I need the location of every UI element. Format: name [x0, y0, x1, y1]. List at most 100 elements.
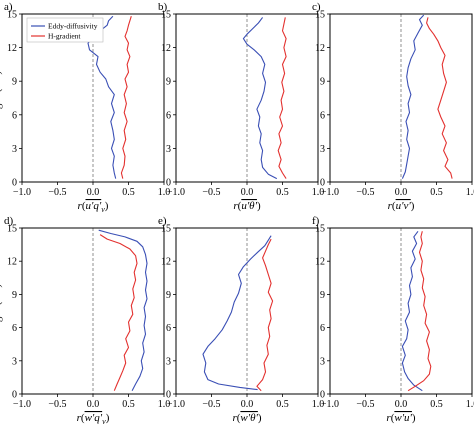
legend-label-h-gradient: H-gradient	[48, 32, 81, 41]
y-tick-label: 0	[166, 390, 171, 401]
y-tick-label: 12	[7, 257, 17, 268]
y-tick-label: 6	[166, 323, 171, 334]
y-tick-label: 0	[12, 178, 17, 189]
chart-panel-f: −1.0−0.50.00.51.003691215f)r(w'u')	[312, 215, 474, 424]
y-axis-label: Height (km)	[0, 284, 3, 338]
x-tick-label: 0.5	[430, 187, 443, 198]
x-axis-label: r(w'q'v)	[77, 412, 110, 424]
x-tick-label: 0.0	[395, 187, 408, 198]
x-tick-label: −1.0	[321, 399, 339, 410]
y-tick-label: 12	[315, 257, 325, 268]
y-tick-label: 0	[320, 178, 325, 189]
panel-letter: c)	[312, 1, 321, 13]
y-tick-label: 6	[12, 323, 17, 334]
x-tick-label: 0.5	[430, 399, 443, 410]
y-tick-label: 3	[12, 144, 17, 155]
y-tick-label: 3	[12, 356, 17, 367]
y-tick-label: 0	[12, 390, 17, 401]
panel-letter: b)	[158, 1, 168, 13]
series-line-h-gradient	[120, 16, 132, 179]
y-tick-label: 6	[166, 110, 171, 121]
y-tick-label: 9	[12, 77, 17, 88]
y-tick-label: 3	[166, 356, 171, 367]
x-tick-label: 0.5	[276, 187, 289, 198]
y-tick-label: 6	[12, 110, 17, 121]
y-tick-label: 9	[12, 290, 17, 301]
x-tick-label: 0.0	[87, 399, 100, 410]
y-tick-label: 15	[7, 10, 17, 21]
x-tick-label: 0.5	[122, 399, 135, 410]
x-axis-label: r(w'u')	[386, 412, 416, 424]
series-line-eddy-diffusivity	[202, 235, 272, 391]
x-tick-label: −1.0	[321, 187, 339, 198]
x-tick-label: 0.0	[241, 399, 254, 410]
series-line-h-gradient	[407, 231, 432, 392]
series-line-eddy-diffusivity	[98, 229, 148, 391]
y-tick-label: 0	[320, 390, 325, 401]
x-tick-label: 1.0	[466, 399, 474, 410]
x-tick-label: −0.5	[202, 399, 220, 410]
x-tick-label: −0.5	[356, 399, 374, 410]
x-tick-label: 0.5	[122, 187, 135, 198]
x-tick-label: 0.0	[87, 187, 100, 198]
x-tick-label: −0.5	[202, 187, 220, 198]
y-tick-label: 12	[7, 43, 17, 54]
chart-panel-a: −1.0 −0.5 0.0 0.5 1.003691215a)r(u'q'v)Heigh…	[0, 1, 170, 214]
panel-letter: e)	[158, 215, 167, 227]
y-tick-label: 12	[161, 43, 171, 54]
y-tick-label: 9	[320, 77, 325, 88]
chart-panel-c: −1.0−0.50.00.51.003691215c)r(u'v')	[312, 1, 474, 212]
x-tick-label: −0.5	[356, 187, 374, 198]
y-tick-label: 12	[315, 43, 325, 54]
y-tick-label: 12	[161, 257, 171, 268]
legend-box	[26, 17, 104, 43]
y-tick-label: 15	[7, 224, 17, 235]
y-tick-label: 0	[166, 178, 171, 189]
x-axis-label: r(u'θ')	[233, 200, 261, 212]
x-axis-label: r(u'v')	[388, 200, 415, 212]
y-tick-label: 15	[315, 10, 325, 21]
x-axis-label: r(w'θ')	[232, 412, 261, 424]
x-axis-label: r(u'q'v)	[78, 200, 109, 214]
x-tick-label: −1.0	[167, 187, 185, 198]
y-tick-label: 9	[166, 290, 171, 301]
x-tick-label: −1.0	[13, 399, 31, 410]
series-line-eddy-diffusivity	[242, 17, 278, 180]
x-tick-label: 0.0	[395, 399, 408, 410]
series-line-eddy-diffusivity	[401, 14, 425, 179]
x-tick-label: 0.5	[276, 399, 289, 410]
y-tick-label: 15	[161, 224, 171, 235]
x-tick-label: 0.0	[241, 187, 254, 198]
series-line-eddy-diffusivity	[401, 230, 423, 392]
panel-letter: a)	[4, 1, 13, 13]
x-tick-label: −0.5	[48, 399, 66, 410]
y-tick-label: 15	[315, 224, 325, 235]
x-tick-label: 1.0	[312, 399, 325, 410]
y-tick-label: 9	[320, 290, 325, 301]
x-tick-label: −0.5	[48, 187, 66, 198]
y-tick-label: 3	[320, 144, 325, 155]
series-line-h-gradient	[256, 238, 274, 392]
series-line-h-gradient	[99, 234, 138, 391]
x-tick-label: 1.0	[312, 187, 325, 198]
series-line-h-gradient	[277, 17, 287, 179]
y-tick-label: 9	[166, 77, 171, 88]
y-tick-label: 6	[320, 323, 325, 334]
panel-letter: f)	[312, 215, 320, 227]
y-tick-label: 15	[161, 10, 171, 21]
y-tick-label: 3	[320, 356, 325, 367]
x-tick-label: 1.0	[466, 187, 474, 198]
panel-letter: d)	[4, 215, 14, 227]
chart-panel-d: −1.0 −0.5 0.0 0.5 1.003691215d)r(w'q'v)Heigh…	[0, 215, 170, 424]
x-tick-label: −1.0	[13, 187, 31, 198]
y-tick-label: 3	[166, 144, 171, 155]
x-tick-label: 1.0	[158, 399, 171, 410]
x-tick-label: 1.0	[158, 187, 171, 198]
y-tick-label: 6	[320, 110, 325, 121]
series-line-h-gradient	[426, 17, 453, 179]
legend-label-eddy-diffusivity: Eddy-diffusivity	[48, 22, 98, 31]
